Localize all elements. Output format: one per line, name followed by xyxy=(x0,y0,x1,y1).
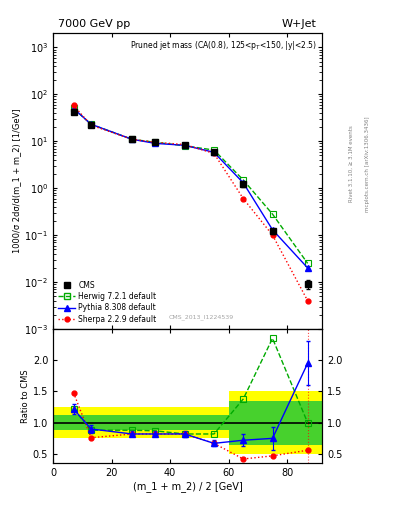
Herwig 7.2.1 default xyxy=(270,211,275,217)
Line: Herwig 7.2.1 default: Herwig 7.2.1 default xyxy=(70,105,311,266)
Pythia 8.308 default xyxy=(89,121,94,127)
Sherpa 2.2.9 default xyxy=(130,136,134,142)
Sherpa 2.2.9 default xyxy=(212,151,217,157)
Y-axis label: Ratio to CMS: Ratio to CMS xyxy=(21,369,30,423)
Sherpa 2.2.9 default xyxy=(241,196,246,202)
Sherpa 2.2.9 default xyxy=(71,102,76,109)
Legend: CMS, Herwig 7.2.1 default, Pythia 8.308 default, Sherpa 2.2.9 default: CMS, Herwig 7.2.1 default, Pythia 8.308 … xyxy=(55,278,160,327)
Herwig 7.2.1 default xyxy=(153,139,158,145)
Line: Sherpa 2.2.9 default: Sherpa 2.2.9 default xyxy=(71,103,310,303)
Sherpa 2.2.9 default xyxy=(182,141,187,147)
Text: CMS_2013_I1224539: CMS_2013_I1224539 xyxy=(169,314,234,320)
Line: Pythia 8.308 default: Pythia 8.308 default xyxy=(70,105,311,271)
Sherpa 2.2.9 default xyxy=(153,139,158,145)
Text: 7000 GeV pp: 7000 GeV pp xyxy=(59,19,131,29)
Sherpa 2.2.9 default xyxy=(270,232,275,238)
Text: Rivet 3.1.10, ≥ 3.1M events: Rivet 3.1.10, ≥ 3.1M events xyxy=(349,125,354,202)
Sherpa 2.2.9 default xyxy=(89,122,94,129)
Pythia 8.308 default xyxy=(241,180,246,186)
Text: Pruned jet mass (CA(0.8), 125<p$_T$<150, |y|<2.5): Pruned jet mass (CA(0.8), 125<p$_T$<150,… xyxy=(130,39,317,52)
Herwig 7.2.1 default xyxy=(241,177,246,183)
Herwig 7.2.1 default xyxy=(130,136,134,142)
Herwig 7.2.1 default xyxy=(212,147,217,153)
Y-axis label: 1000/σ 2dσ/d(m_1 + m_2) [1/GeV]: 1000/σ 2dσ/d(m_1 + m_2) [1/GeV] xyxy=(13,109,22,253)
Text: W+Jet: W+Jet xyxy=(282,19,317,29)
Pythia 8.308 default xyxy=(270,227,275,233)
Pythia 8.308 default xyxy=(182,142,187,148)
Text: mcplots.cern.ch [arXiv:1306.3436]: mcplots.cern.ch [arXiv:1306.3436] xyxy=(365,116,370,211)
Herwig 7.2.1 default xyxy=(71,105,76,112)
Herwig 7.2.1 default xyxy=(182,143,187,149)
Pythia 8.308 default xyxy=(153,140,158,146)
Pythia 8.308 default xyxy=(212,150,217,156)
Pythia 8.308 default xyxy=(130,136,134,142)
Pythia 8.308 default xyxy=(71,105,76,112)
Herwig 7.2.1 default xyxy=(89,121,94,127)
Pythia 8.308 default xyxy=(305,265,310,271)
Herwig 7.2.1 default xyxy=(305,260,310,266)
X-axis label: (m_1 + m_2) / 2 [GeV]: (m_1 + m_2) / 2 [GeV] xyxy=(133,481,242,492)
Sherpa 2.2.9 default xyxy=(305,297,310,304)
